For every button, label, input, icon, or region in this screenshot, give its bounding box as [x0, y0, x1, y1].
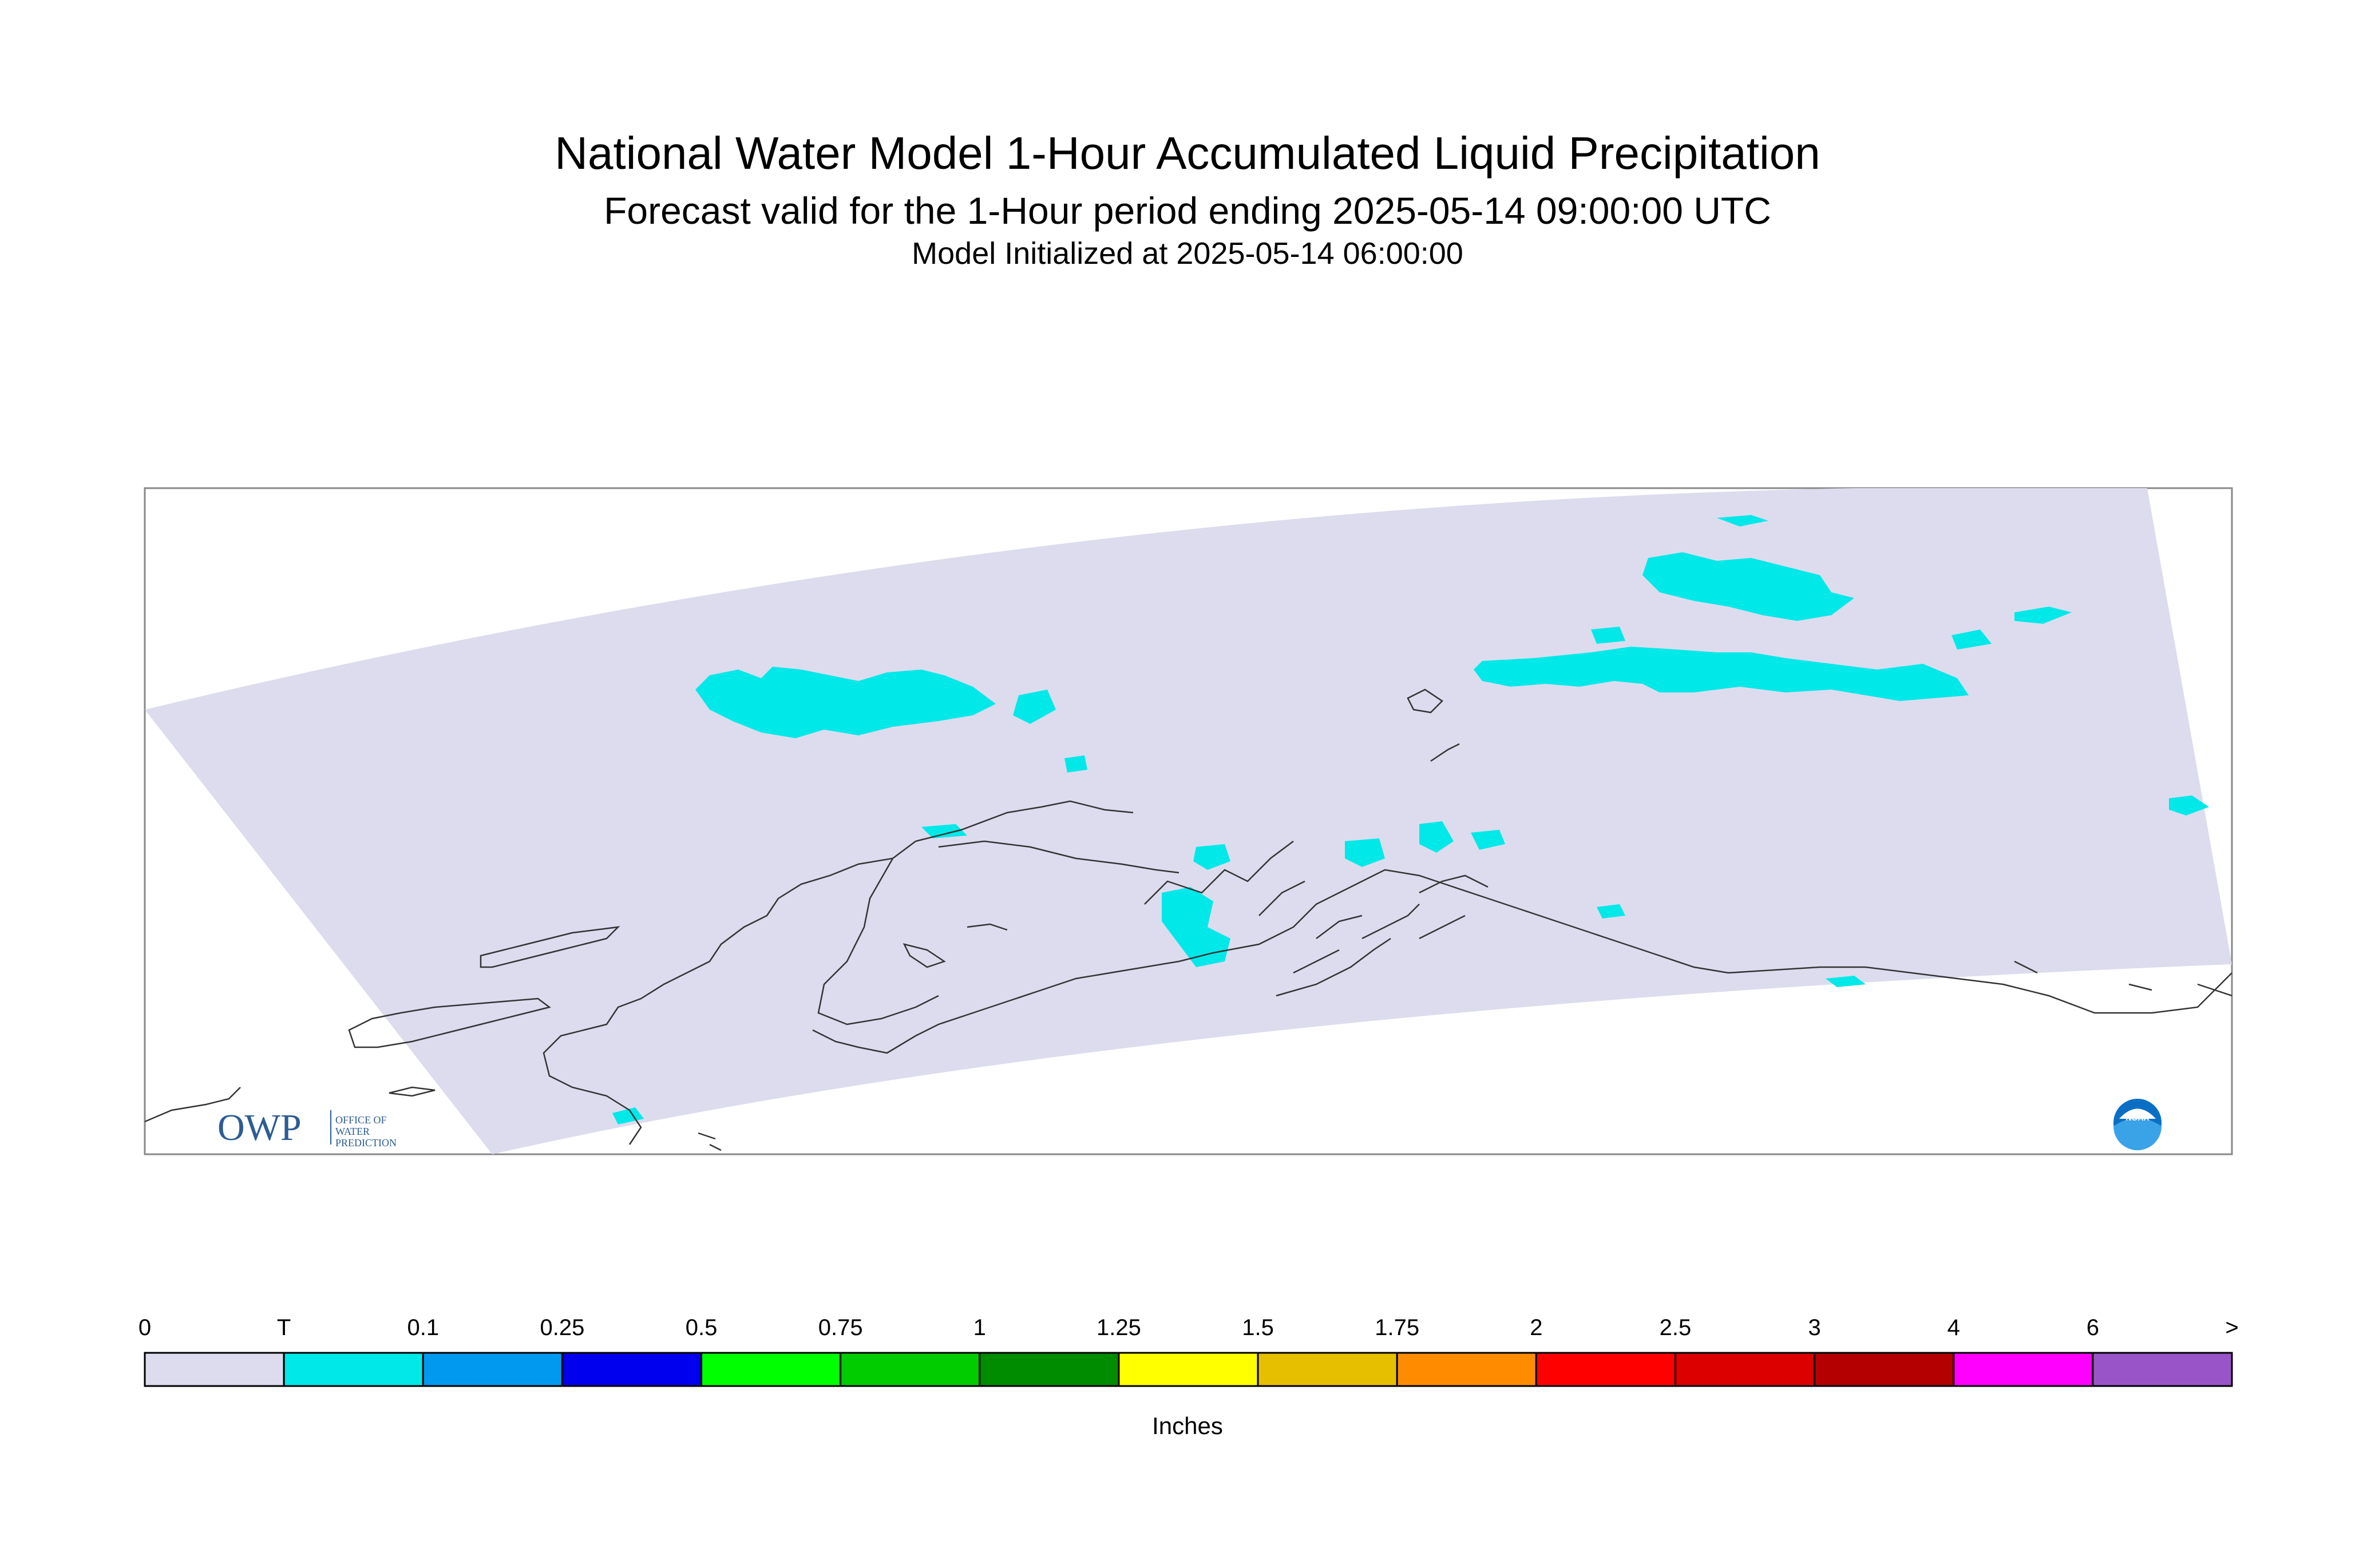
colorbar-tick-label: 0.1 — [407, 1315, 440, 1340]
colorbar-tick-label: 4 — [1947, 1315, 1960, 1340]
precip-area — [1597, 904, 1625, 918]
noaa-logo: NOAA — [2113, 1099, 2162, 1150]
colorbar-tick-label: 3 — [1808, 1315, 1821, 1340]
colorbar-tick-label: 1.5 — [1242, 1315, 1274, 1340]
precip-area — [1064, 755, 1087, 773]
colorbar-segment — [840, 1352, 981, 1387]
colorbar-tick-label: 1.25 — [1096, 1315, 1141, 1340]
colorbar-segment — [1674, 1352, 1816, 1387]
colorbar — [144, 1352, 2233, 1387]
owp-sub-2: WATER — [335, 1126, 370, 1137]
colorbar-tick-label: 2 — [1530, 1315, 1543, 1340]
noaa-logo-text: NOAA — [2125, 1113, 2149, 1122]
precip-area — [1717, 515, 1768, 526]
precip-area — [1193, 844, 1230, 870]
precip-area — [1419, 821, 1454, 853]
owp-sub-1: OFFICE OF — [335, 1114, 387, 1126]
precip-area — [1826, 976, 1866, 987]
precip-area — [2169, 795, 2209, 815]
colorbar-segment — [1535, 1352, 1676, 1387]
colorbar-tick-label: 0 — [138, 1315, 152, 1340]
colorbar-tick-label: 1.75 — [1375, 1315, 1420, 1340]
precip-area — [1474, 647, 1969, 701]
init-subtitle: Model Initialized at 2025-05-14 06:00:00 — [912, 236, 1463, 271]
colorbar-segment — [700, 1352, 842, 1387]
colorbar-segment — [561, 1352, 703, 1387]
precip-area — [2014, 607, 2072, 624]
colorbar-segment — [422, 1352, 563, 1387]
colorbar-tick-label: > — [2225, 1315, 2239, 1340]
colorbar-segment — [283, 1352, 424, 1387]
colorbar-tick-label: T — [276, 1315, 291, 1340]
precip-area — [921, 824, 967, 838]
precip-area — [1952, 629, 1992, 650]
precip-area — [1591, 627, 1625, 644]
colorbar-segment — [979, 1352, 1120, 1387]
colorbar-tick-label: 2.5 — [1659, 1315, 1692, 1340]
colorbar-segment — [1396, 1352, 1537, 1387]
colorbar-tick-label: 6 — [2086, 1315, 2099, 1340]
owp-logo-text: OWP — [217, 1107, 302, 1149]
colorbar-segment — [2092, 1352, 2233, 1387]
owp-sub-3: PREDICTION — [335, 1137, 397, 1149]
colorbar-tick-label: 0.75 — [818, 1315, 863, 1340]
colorbar-tick-label: 0.25 — [540, 1315, 585, 1340]
forecast-subtitle: Forecast valid for the 1-Hour period end… — [604, 189, 1771, 232]
colorbar-segment — [1118, 1352, 1259, 1387]
precip-area — [1162, 887, 1230, 967]
precip-area — [695, 667, 996, 738]
colorbar-segment — [1257, 1352, 1398, 1387]
precipitation-areas — [612, 515, 2209, 1124]
colorbar-tick-label: 0.5 — [685, 1315, 718, 1340]
owp-logo: OWP OFFICE OF WATER PREDICTION — [217, 1107, 397, 1149]
map-title: National Water Model 1-Hour Accumulated … — [555, 128, 1820, 179]
colorbar-segment — [144, 1352, 285, 1387]
precip-area — [1013, 690, 1056, 724]
coastlines — [145, 688, 2232, 1151]
colorbar-units: Inches — [1152, 1412, 1223, 1439]
colorbar-segment — [1814, 1352, 1955, 1387]
colorbar-tick-label: 1 — [973, 1315, 986, 1340]
colorbar-segment — [1953, 1352, 2094, 1387]
precip-area — [1471, 830, 1505, 850]
precip-area — [1642, 552, 1854, 621]
precip-area — [1345, 838, 1385, 867]
